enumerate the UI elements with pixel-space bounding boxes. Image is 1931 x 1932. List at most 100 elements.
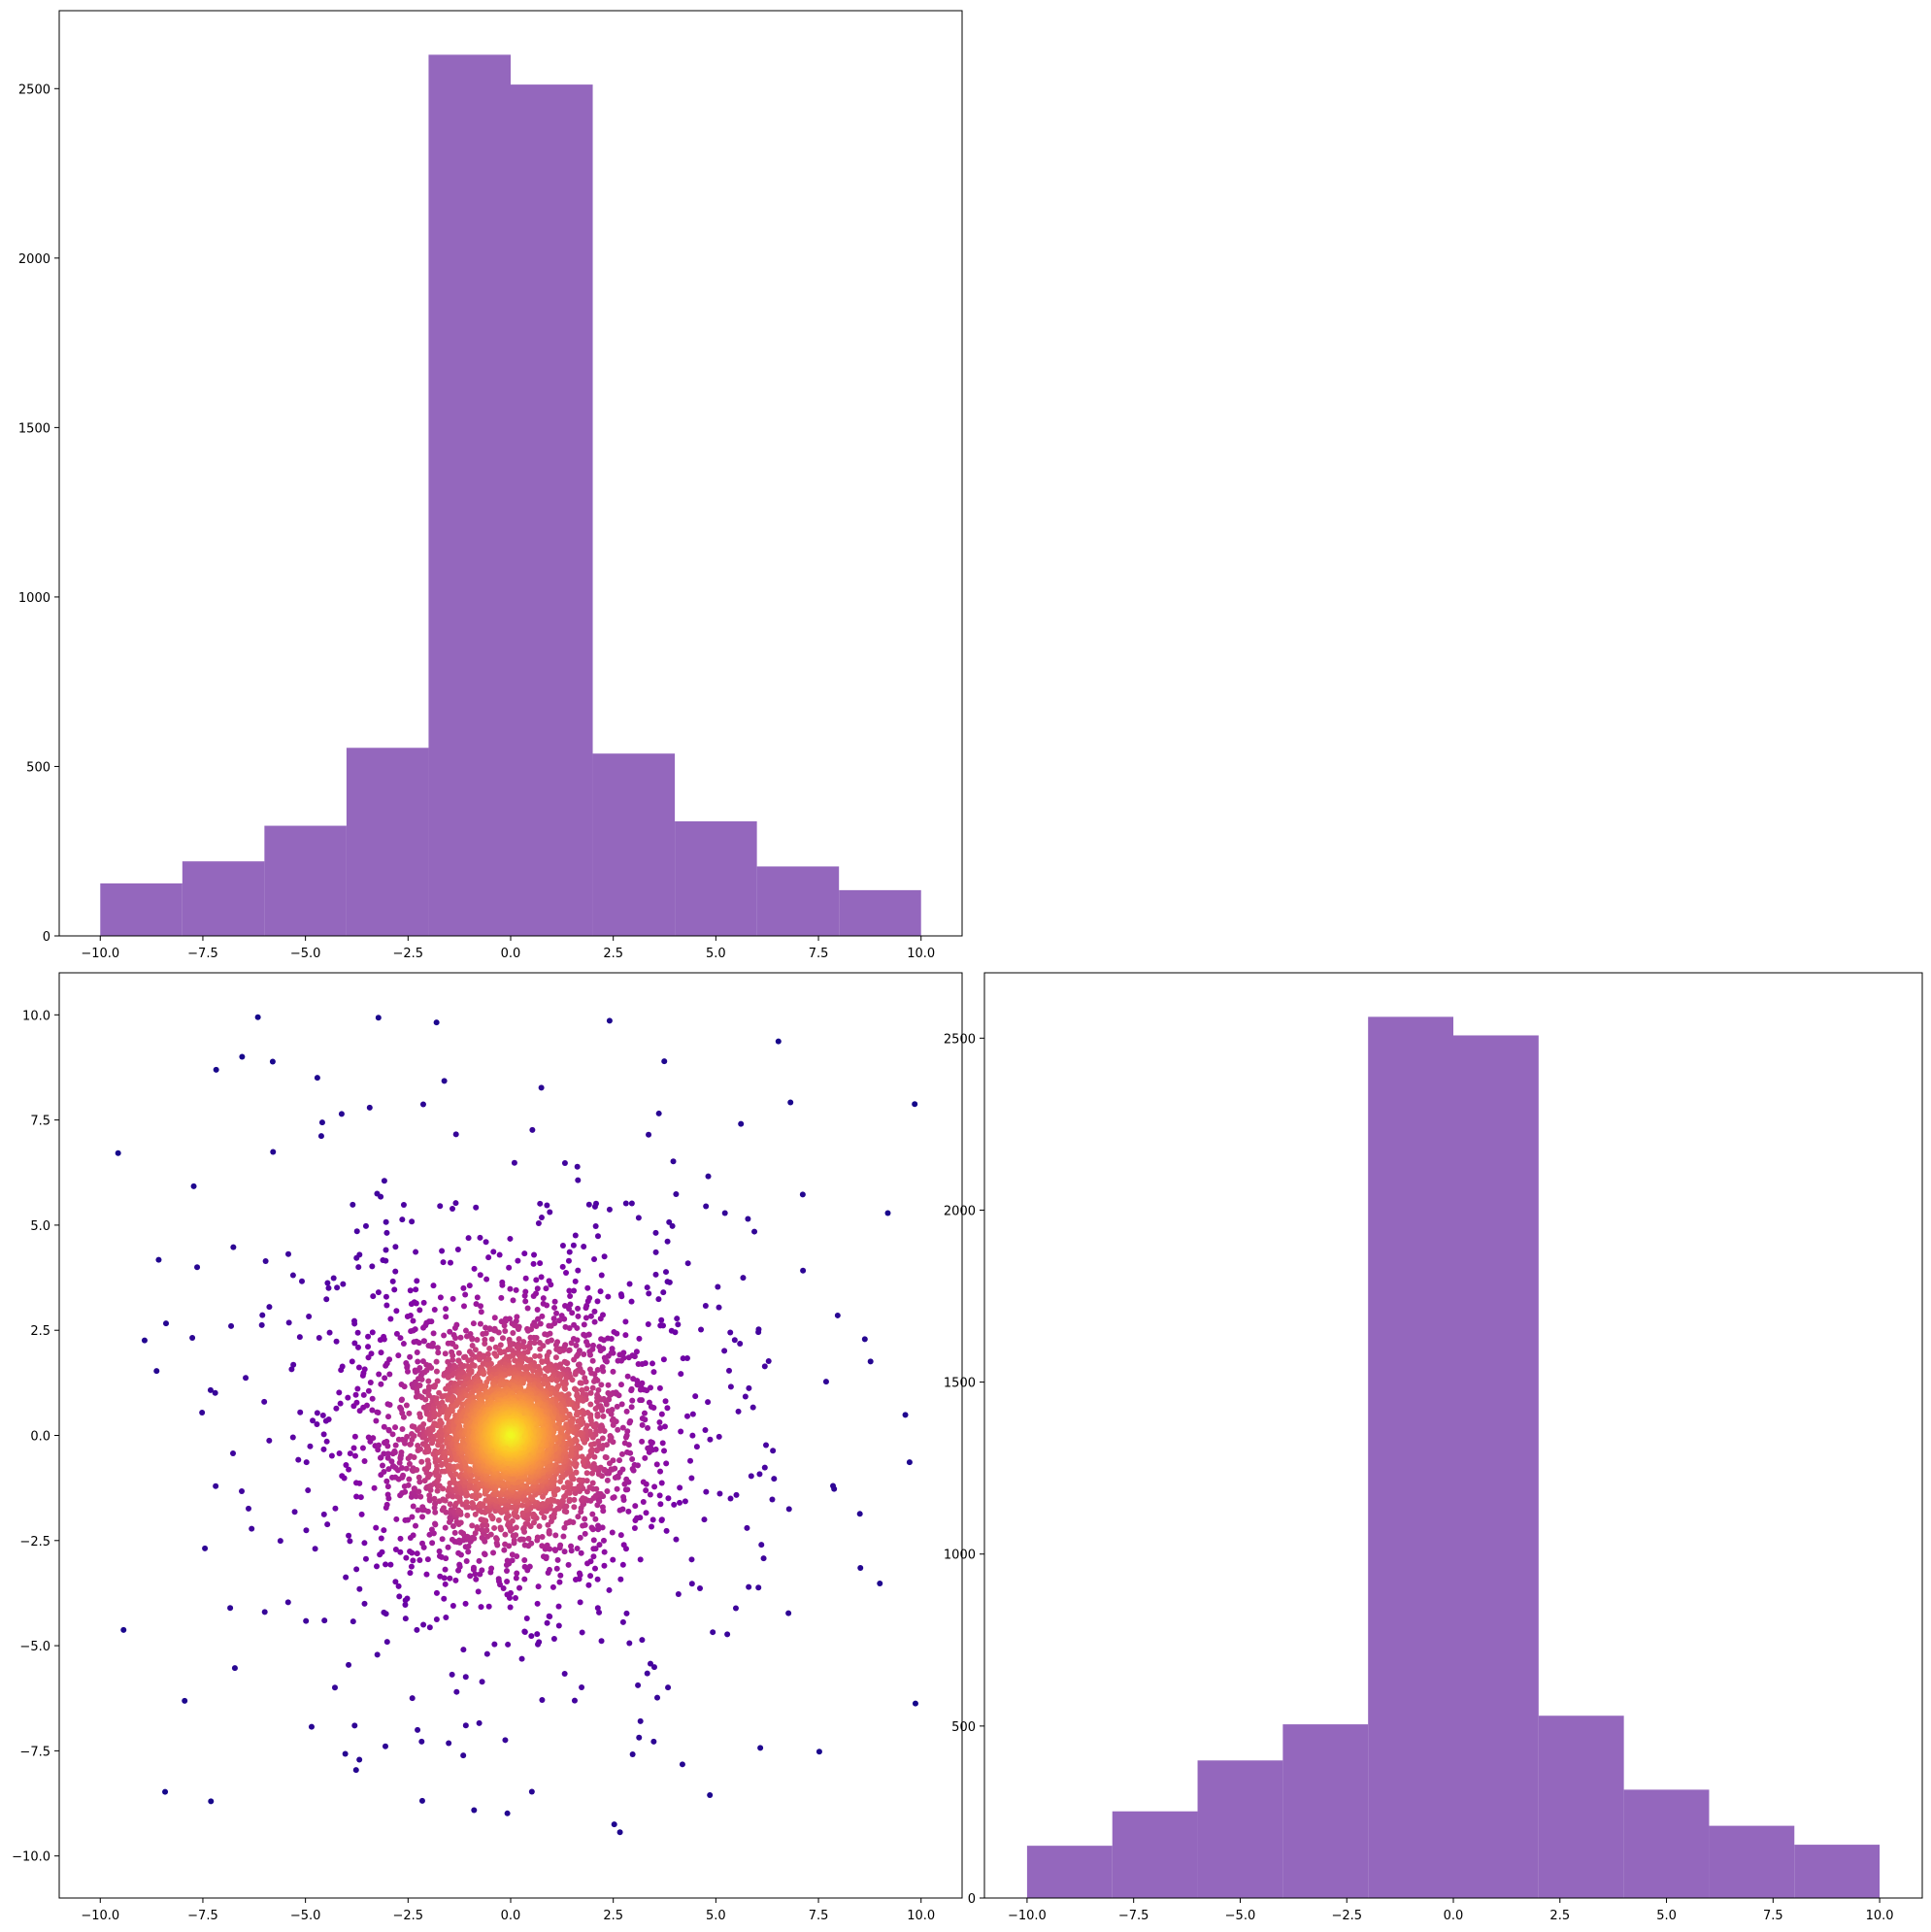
scatter-point	[619, 1561, 626, 1568]
scatter-point	[396, 1593, 403, 1600]
scatter-point	[566, 1287, 573, 1294]
scatter-point	[383, 1478, 390, 1484]
y-tick-label: 1000	[18, 591, 50, 606]
scatter-point	[573, 1342, 580, 1349]
scatter-point	[609, 1529, 616, 1536]
scatter-point	[526, 1563, 533, 1570]
scatter-point	[239, 1053, 246, 1060]
scatter-point	[502, 1327, 509, 1334]
scatter-point	[583, 1379, 589, 1385]
scatter-point	[493, 1535, 500, 1542]
scatter-point	[365, 1344, 372, 1350]
scatter-point	[561, 1316, 568, 1322]
scatter-point	[409, 1695, 416, 1702]
scatter-point	[471, 1362, 478, 1369]
scatter-point	[507, 1604, 514, 1611]
scatter-point	[726, 1367, 733, 1374]
scatter-point	[350, 1201, 356, 1208]
scatter-point	[182, 1697, 188, 1704]
x-tick-label: 7.5	[809, 947, 829, 961]
scatter-point	[629, 1455, 636, 1462]
scatter-point	[657, 1501, 664, 1508]
scatter-point	[537, 1200, 544, 1207]
scatter-point	[491, 1315, 498, 1321]
scatter-point	[867, 1358, 874, 1365]
scatter-point	[258, 1321, 265, 1328]
scatter-point	[594, 1367, 601, 1374]
scatter-point	[413, 1522, 419, 1529]
scatter-point	[635, 1215, 642, 1221]
scatter-point	[538, 1084, 545, 1091]
scatter-point	[449, 1536, 455, 1543]
scatter-point	[834, 1312, 841, 1318]
scatter-point	[816, 1749, 822, 1755]
scatter-point	[482, 1341, 488, 1348]
scatter-point	[351, 1722, 358, 1729]
scatter-point	[662, 1398, 669, 1405]
scatter-point	[912, 1101, 918, 1108]
scatter-point	[586, 1483, 593, 1490]
scatter-point	[449, 1205, 456, 1212]
scatter-point	[590, 1378, 597, 1384]
scatter-point	[544, 1542, 550, 1549]
scatter-point	[520, 1339, 527, 1346]
scatter-point	[400, 1414, 407, 1420]
scatter-point	[350, 1445, 357, 1451]
scatter-point	[435, 1349, 442, 1356]
scatter-point	[745, 1216, 751, 1222]
scatter-point	[477, 1320, 483, 1327]
scatter-point	[545, 1339, 551, 1346]
scatter-point	[476, 1492, 483, 1499]
scatter-point	[490, 1249, 497, 1255]
scatter-point	[480, 1522, 486, 1529]
scatter-point	[562, 1323, 569, 1330]
scatter-point	[607, 1432, 614, 1439]
scatter-point	[420, 1421, 427, 1428]
scatter-point	[678, 1371, 684, 1378]
scatter-point	[433, 1358, 440, 1365]
scatter-point	[537, 1346, 544, 1352]
scatter-point	[616, 1829, 623, 1836]
scatter-point	[360, 1391, 367, 1398]
scatter-point	[539, 1697, 546, 1704]
scatter-point	[416, 1479, 423, 1485]
scatter-point	[383, 1257, 389, 1264]
scatter-point	[735, 1408, 742, 1415]
scatter-point	[465, 1549, 472, 1555]
scatter-point	[342, 1750, 349, 1757]
scatter-point	[575, 1305, 582, 1312]
scatter-point	[611, 1328, 617, 1335]
scatter-point	[560, 1533, 567, 1540]
scatter-point	[552, 1354, 559, 1361]
scatter-point	[351, 1433, 358, 1440]
scatter-point	[561, 1160, 568, 1167]
scatter-point	[449, 1352, 456, 1359]
scatter-point	[341, 1475, 348, 1482]
scatter-point	[589, 1384, 596, 1391]
scatter-point	[544, 1619, 550, 1626]
scatter-point	[403, 1465, 410, 1472]
scatter-point	[587, 1313, 594, 1319]
scatter-point	[411, 1432, 417, 1439]
scatter-point	[314, 1075, 320, 1082]
scatter-point	[303, 1527, 310, 1534]
scatter-point	[535, 1219, 542, 1226]
scatter-point	[675, 1590, 682, 1597]
scatter-point	[338, 1111, 345, 1117]
scatter-point	[261, 1609, 268, 1616]
scatter-point	[737, 1341, 744, 1348]
scatter-point	[415, 1726, 421, 1733]
scatter-point	[528, 1633, 535, 1640]
scatter-point	[407, 1287, 414, 1294]
scatter-point	[303, 1617, 310, 1624]
scatter-point	[469, 1336, 476, 1343]
scatter-point	[491, 1524, 498, 1531]
scatter-point	[447, 1328, 453, 1335]
scatter-point	[663, 1460, 670, 1467]
scatter-point	[349, 1358, 355, 1365]
scatter-point	[688, 1475, 695, 1482]
scatter-point	[483, 1527, 490, 1534]
scatter-point	[577, 1380, 583, 1386]
scatter-point	[561, 1549, 568, 1555]
scatter-point	[289, 1272, 296, 1279]
